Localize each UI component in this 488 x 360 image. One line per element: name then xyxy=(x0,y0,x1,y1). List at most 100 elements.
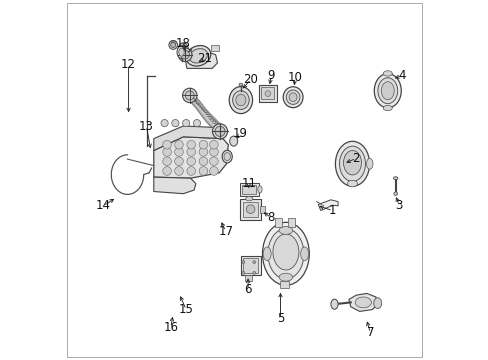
Ellipse shape xyxy=(381,82,393,100)
Ellipse shape xyxy=(343,150,361,175)
Ellipse shape xyxy=(185,91,194,100)
Ellipse shape xyxy=(335,141,369,186)
Polygon shape xyxy=(153,137,228,178)
Circle shape xyxy=(209,167,218,175)
Ellipse shape xyxy=(373,74,401,108)
Circle shape xyxy=(163,140,171,149)
Polygon shape xyxy=(185,52,217,68)
Circle shape xyxy=(170,42,175,48)
Ellipse shape xyxy=(383,105,391,111)
Ellipse shape xyxy=(181,50,189,59)
Ellipse shape xyxy=(179,48,184,56)
Circle shape xyxy=(199,157,207,166)
Circle shape xyxy=(171,42,175,46)
Ellipse shape xyxy=(224,153,230,161)
Polygon shape xyxy=(153,177,196,194)
Ellipse shape xyxy=(373,298,381,309)
Bar xyxy=(261,87,274,99)
Circle shape xyxy=(209,140,218,149)
Ellipse shape xyxy=(262,222,309,285)
Circle shape xyxy=(174,148,183,156)
Bar xyxy=(239,183,258,196)
Ellipse shape xyxy=(300,247,308,261)
Text: 11: 11 xyxy=(241,177,256,190)
Circle shape xyxy=(169,40,177,48)
Ellipse shape xyxy=(229,87,252,114)
Ellipse shape xyxy=(180,58,185,60)
Polygon shape xyxy=(318,200,337,211)
Circle shape xyxy=(199,148,207,156)
Bar xyxy=(243,202,258,217)
Circle shape xyxy=(186,157,195,166)
Text: 1: 1 xyxy=(328,204,336,217)
Ellipse shape xyxy=(189,49,207,63)
Ellipse shape xyxy=(180,45,186,54)
Text: 4: 4 xyxy=(398,69,405,82)
Circle shape xyxy=(174,157,183,166)
Ellipse shape xyxy=(339,146,365,181)
Ellipse shape xyxy=(393,192,397,195)
Circle shape xyxy=(168,41,177,49)
Ellipse shape xyxy=(235,94,245,106)
Circle shape xyxy=(174,140,183,149)
Ellipse shape xyxy=(239,83,242,86)
Polygon shape xyxy=(348,293,377,311)
Bar xyxy=(241,256,260,275)
Ellipse shape xyxy=(330,299,337,309)
Ellipse shape xyxy=(215,126,224,136)
Text: 8: 8 xyxy=(267,211,274,224)
Circle shape xyxy=(186,167,195,175)
Ellipse shape xyxy=(347,180,357,187)
Bar xyxy=(260,206,265,213)
Text: 16: 16 xyxy=(163,321,178,334)
Ellipse shape xyxy=(182,88,197,103)
Ellipse shape xyxy=(182,120,189,127)
Ellipse shape xyxy=(171,120,179,127)
Ellipse shape xyxy=(178,48,192,62)
Ellipse shape xyxy=(229,136,237,146)
Polygon shape xyxy=(153,126,226,150)
Circle shape xyxy=(186,140,195,149)
Circle shape xyxy=(252,271,255,274)
Circle shape xyxy=(209,148,218,156)
Ellipse shape xyxy=(263,247,270,261)
Ellipse shape xyxy=(285,90,299,104)
Ellipse shape xyxy=(366,158,372,169)
Text: 17: 17 xyxy=(218,225,233,238)
Circle shape xyxy=(264,91,270,96)
Ellipse shape xyxy=(283,87,303,108)
Text: 6: 6 xyxy=(244,283,251,296)
Circle shape xyxy=(199,140,207,149)
Bar xyxy=(244,275,252,281)
Ellipse shape xyxy=(377,78,397,104)
Circle shape xyxy=(186,148,195,156)
Bar xyxy=(243,258,257,273)
Ellipse shape xyxy=(177,46,185,59)
Circle shape xyxy=(163,148,171,156)
Ellipse shape xyxy=(279,226,292,234)
Ellipse shape xyxy=(212,124,227,139)
Text: 21: 21 xyxy=(197,52,212,65)
Text: 19: 19 xyxy=(232,127,247,140)
Circle shape xyxy=(246,205,254,213)
Circle shape xyxy=(199,167,207,175)
Ellipse shape xyxy=(161,120,168,127)
Text: 10: 10 xyxy=(287,71,302,84)
Bar xyxy=(258,85,276,102)
Text: 14: 14 xyxy=(96,199,111,212)
Text: 5: 5 xyxy=(276,312,284,325)
Text: 18: 18 xyxy=(176,37,190,50)
Circle shape xyxy=(252,261,255,264)
Ellipse shape xyxy=(279,273,292,281)
Text: 13: 13 xyxy=(139,120,154,133)
Bar xyxy=(275,218,281,227)
Ellipse shape xyxy=(245,197,252,201)
Ellipse shape xyxy=(272,234,298,270)
Bar xyxy=(242,185,256,194)
Bar xyxy=(279,281,288,288)
Ellipse shape xyxy=(257,186,262,193)
Ellipse shape xyxy=(178,43,188,57)
Bar xyxy=(288,218,294,227)
Text: 15: 15 xyxy=(179,303,193,316)
Ellipse shape xyxy=(232,91,249,109)
